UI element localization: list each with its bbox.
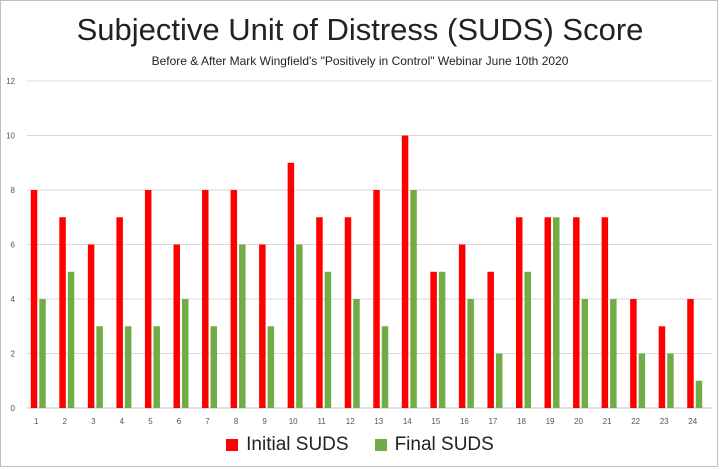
bar-initial-3: [87, 244, 95, 408]
bar-final-3: [96, 326, 103, 408]
bar-final-5: [153, 326, 160, 408]
legend-item-final: Final SUDS: [374, 434, 494, 456]
x-tick-label: 19: [546, 417, 555, 426]
x-tick-label: 6: [177, 417, 182, 426]
bar-final-15: [438, 271, 446, 408]
bar-final-11: [324, 271, 332, 408]
bar-final-6: [181, 299, 189, 408]
bar-initial-10: [287, 162, 295, 408]
bar-final-19: [553, 217, 560, 408]
chart-title: Subjective Unit of Distress (SUDS) Score: [76, 12, 644, 47]
x-tick-label: 23: [660, 417, 669, 426]
legend-label-initial: Initial SUDS: [246, 434, 349, 455]
x-tick-label: 10: [289, 417, 298, 426]
bar-final-16: [467, 299, 474, 408]
bar-initial-23: [658, 326, 666, 408]
bar-final-10: [296, 244, 303, 408]
bar-initial-19: [544, 217, 552, 408]
x-tick-label: 20: [574, 417, 583, 426]
bar-final-20: [581, 299, 589, 408]
y-tick-label: 10: [6, 132, 15, 141]
x-tick-label: 12: [346, 417, 355, 426]
bar-initial-21: [601, 217, 609, 408]
bar-initial-24: [687, 299, 694, 408]
bar-final-21: [610, 299, 617, 408]
x-tick-label: 13: [374, 417, 383, 426]
bar-initial-18: [515, 217, 523, 408]
x-tick-label: 5: [148, 417, 153, 426]
bar-initial-5: [144, 190, 152, 408]
bar-initial-15: [430, 271, 437, 408]
bar-initial-16: [458, 244, 466, 408]
bar-final-22: [638, 353, 646, 408]
bar-final-17: [495, 353, 503, 408]
bar-initial-7: [202, 190, 209, 408]
bar-final-14: [410, 190, 417, 408]
bar-final-24: [695, 380, 703, 408]
bar-final-12: [353, 299, 360, 408]
bar-initial-22: [630, 299, 637, 408]
bar-final-9: [267, 326, 275, 408]
x-tick-label: 2: [63, 417, 68, 426]
chart-subtitle: Before & After Mark Wingfield's "Positiv…: [151, 54, 569, 68]
bar-final-7: [210, 326, 218, 408]
y-tick-label: 2: [11, 350, 16, 359]
legend-label-final: Final SUDS: [394, 434, 494, 455]
x-tick-label: 18: [517, 417, 526, 426]
legend-item-initial: Initial SUDS: [226, 434, 349, 456]
y-tick-label: 12: [6, 77, 15, 86]
bar-initial-4: [116, 217, 123, 408]
y-tick-label: 8: [11, 186, 16, 195]
x-tick-label: 1: [34, 417, 39, 426]
x-tick-label: 16: [460, 417, 469, 426]
bar-initial-20: [573, 217, 580, 408]
bar-final-2: [67, 271, 75, 408]
x-tick-label: 22: [631, 417, 640, 426]
bar-final-1: [39, 299, 46, 408]
y-tick-label: 4: [11, 295, 16, 304]
y-tick-label: 0: [11, 404, 16, 413]
bar-final-4: [124, 326, 132, 408]
bar-final-23: [667, 353, 674, 408]
bar-initial-13: [373, 190, 380, 408]
bar-initial-2: [59, 217, 66, 408]
x-tick-label: 17: [488, 417, 497, 426]
x-tick-label: 14: [403, 417, 412, 426]
bar-initial-14: [401, 135, 409, 408]
legend: Initial SUDS Final SUDS: [0, 434, 720, 456]
x-tick-label: 7: [205, 417, 210, 426]
y-tick-label: 6: [11, 241, 16, 250]
bar-final-13: [381, 326, 389, 408]
bar-initial-6: [173, 244, 180, 408]
x-tick-label: 8: [234, 417, 239, 426]
x-tick-label: 3: [91, 417, 96, 426]
bar-final-8: [239, 244, 246, 408]
bar-initial-12: [344, 217, 352, 408]
x-tick-label: 24: [688, 417, 697, 426]
x-tick-label: 11: [318, 417, 327, 426]
legend-swatch-initial: [226, 439, 239, 451]
bar-initial-9: [259, 244, 266, 408]
legend-swatch-final: [374, 439, 387, 451]
bar-initial-17: [487, 271, 494, 408]
bar-initial-1: [30, 190, 38, 408]
bar-final-18: [524, 271, 531, 408]
x-tick-label: 21: [603, 417, 612, 426]
x-tick-label: 15: [431, 417, 440, 426]
x-tick-label: 9: [262, 417, 267, 426]
bar-initial-8: [230, 190, 238, 408]
bar-initial-11: [316, 217, 323, 408]
x-tick-label: 4: [120, 417, 125, 426]
